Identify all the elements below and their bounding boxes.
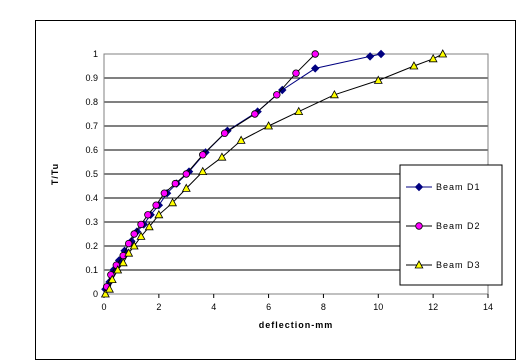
triangle-point <box>107 274 117 284</box>
x-tick-label: 4 <box>211 302 216 312</box>
triangle-point <box>264 121 274 130</box>
y-tick-label: 0.6 <box>85 145 98 155</box>
y-tick-label: 1 <box>93 49 98 59</box>
triangle-point <box>236 135 246 144</box>
circle-point <box>220 129 229 137</box>
series-2 <box>103 50 319 291</box>
triangle-point <box>181 183 191 192</box>
x-tick-label: 8 <box>321 302 326 312</box>
triangle-point <box>428 53 438 63</box>
circle-point <box>415 222 423 230</box>
triangle-point <box>100 289 110 298</box>
circle-point <box>182 170 190 178</box>
circle-point <box>251 110 259 118</box>
x-tick-label: 12 <box>428 302 438 312</box>
y-axis-title: T/Tu <box>50 163 60 185</box>
diamond-point <box>376 49 386 59</box>
triangle-point <box>168 197 178 207</box>
triangle-point <box>118 257 128 267</box>
triangle-point <box>409 61 419 70</box>
triangle-point <box>217 152 227 161</box>
triangle-point <box>105 284 114 293</box>
series-1 <box>101 49 386 294</box>
y-tick-label: 0.4 <box>85 193 98 203</box>
series-line <box>104 53 382 290</box>
circle-point <box>273 91 281 99</box>
triangle-point <box>329 89 339 99</box>
y-tick-label: 0.1 <box>85 265 98 275</box>
triangle-point <box>414 260 424 269</box>
circle-point <box>160 189 169 197</box>
circle-point <box>171 179 180 188</box>
series-line <box>104 53 443 295</box>
series-layer <box>100 49 448 298</box>
triangle-point <box>144 221 154 231</box>
triangle-point <box>154 209 164 219</box>
legend-label: Beam D3 <box>436 260 481 270</box>
chart-frame: 0 2 4 6 8 10 12 14 0 0.1 0.2 0.3 0.4 0.5 0.6 0.7 0.8 0.9… <box>35 20 516 360</box>
x-axis-ticks: 0 2 4 6 8 10 12 14 <box>101 294 493 312</box>
diamond-point <box>278 85 287 95</box>
legend-label: Beam D2 <box>436 221 481 231</box>
x-tick-label: 2 <box>156 302 161 312</box>
y-axis-ticks: 0 0.1 0.2 0.3 0.4 0.5 0.6 0.7 0.8 0.9 1 <box>85 49 98 299</box>
circle-point <box>311 50 319 58</box>
y-tick-label: 0.2 <box>85 241 98 251</box>
y-tick-label: 0.5 <box>85 169 98 179</box>
triangle-point <box>373 75 383 84</box>
legend: Beam D1 Beam D2 Beam D3 <box>399 164 503 286</box>
circle-point <box>292 69 300 77</box>
circle-point <box>199 151 207 159</box>
triangle-point <box>113 265 123 274</box>
triangle-point <box>136 231 146 240</box>
x-tick-label: 10 <box>373 302 383 312</box>
triangle-point <box>438 49 448 58</box>
y-tick-label: 0.8 <box>85 97 98 107</box>
y-tick-label: 0.3 <box>85 217 98 227</box>
legend-label: Beam D1 <box>436 182 481 192</box>
x-tick-label: 6 <box>266 302 271 312</box>
x-tick-label: 0 <box>101 302 106 312</box>
triangle-point <box>129 241 139 250</box>
triangle-point <box>124 248 134 257</box>
circle-point <box>124 239 133 248</box>
y-tick-label: 0.9 <box>85 73 98 83</box>
diamond-point <box>414 182 424 192</box>
diamond-point <box>310 64 320 73</box>
circle-point <box>152 201 160 209</box>
y-tick-label: 0.7 <box>85 121 98 131</box>
x-tick-label: 14 <box>483 302 493 312</box>
triangle-point <box>198 166 208 176</box>
x-axis-title: deflection-mm <box>259 320 334 330</box>
circle-point <box>144 211 152 219</box>
chart-svg: 0 2 4 6 8 10 12 14 0 0.1 0.2 0.3 0.4 0.5 0.6 0.7 0.8 0.9… <box>50 49 503 330</box>
diamond-point <box>365 52 375 61</box>
circle-point <box>130 230 138 238</box>
triangle-point <box>294 106 304 115</box>
y-tick-label: 0 <box>93 289 98 299</box>
series-3 <box>100 49 448 298</box>
circle-point <box>137 220 145 229</box>
